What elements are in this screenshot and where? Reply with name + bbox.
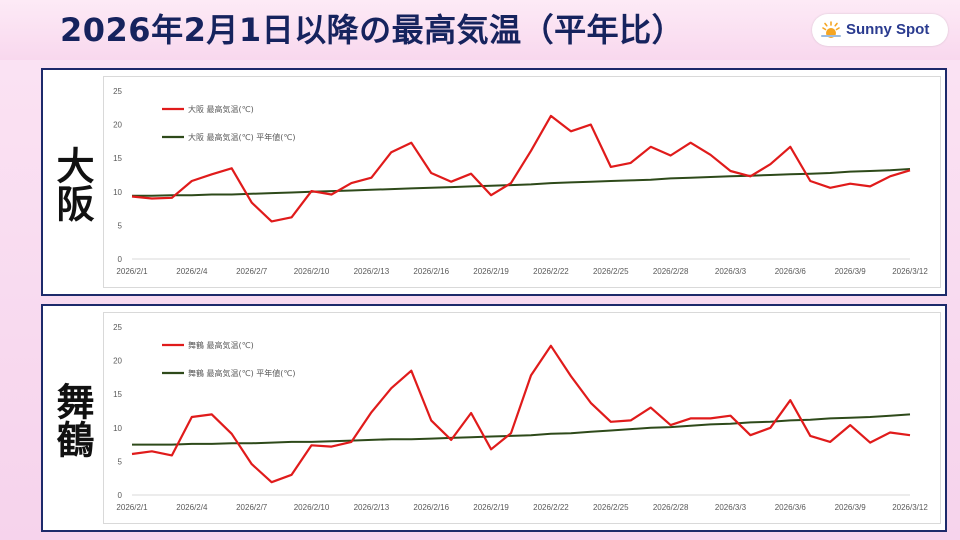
x-tick-label: 2026/2/19 <box>473 503 509 512</box>
y-tick-label: 25 <box>113 87 122 96</box>
x-tick-label: 2026/3/3 <box>715 267 747 276</box>
maizuru-chart-frame: 0 5 10 15 20 25 2026/2/1 2026/2/4 2026/2/7 2026/2… <box>103 312 941 524</box>
y-tick-label: 25 <box>113 323 122 332</box>
x-tick-label: 2026/2/22 <box>533 267 569 276</box>
maizuru-chart: 0 5 10 15 20 25 2026/2/1 2026/2/4 2026/2/7 2026/2… <box>113 323 928 512</box>
sun-icon <box>821 21 841 38</box>
y-tick-label: 10 <box>113 424 122 433</box>
y-tick-label: 15 <box>113 390 122 399</box>
logo-text: Sunny Spot <box>846 21 930 38</box>
x-tick-label: 2026/2/10 <box>294 267 330 276</box>
page-title: 2026年2月1日以降の最高気温（平年比） <box>60 11 685 49</box>
maizuru-panel: 舞鶴 0 5 10 15 20 25 2026/2/1 2026/2/4 2026/2/7 202… <box>41 304 947 532</box>
y-tick-label: 0 <box>118 491 123 500</box>
x-tick-label: 2026/2/1 <box>116 267 148 276</box>
x-tick-label: 2026/2/25 <box>593 267 629 276</box>
y-tick-label: 20 <box>113 121 122 130</box>
x-tick-label: 2026/2/10 <box>294 503 330 512</box>
x-tick-label: 2026/2/4 <box>176 267 208 276</box>
x-tick-label: 2026/2/16 <box>413 503 449 512</box>
city-label-osaka: 大阪 <box>50 146 94 222</box>
x-tick-label: 2026/3/6 <box>775 503 807 512</box>
series-line-normal <box>132 413 911 446</box>
header: 2026年2月1日以降の最高気温（平年比） Sunny Spot <box>0 0 960 60</box>
y-tick-label: 0 <box>118 255 123 264</box>
x-tick-label: 2026/3/12 <box>892 503 928 512</box>
y-tick-label: 15 <box>113 154 122 163</box>
y-tick-label: 5 <box>118 221 123 230</box>
osaka-panel: 大阪 0 5 10 15 20 25 2026/2/1 2026/2/4 2026/2/7 202… <box>41 68 947 296</box>
series-line-normal <box>132 168 911 197</box>
osaka-chart-frame: 0 5 10 15 20 25 2026/2/1 2026/2/4 2026/2/7 2026/2… <box>103 76 941 288</box>
legend-entry: 舞鶴 最高気温(℃) <box>188 340 254 350</box>
x-tick-label: 2026/2/1 <box>116 503 148 512</box>
y-tick-label: 10 <box>113 188 122 197</box>
x-tick-label: 2026/2/28 <box>653 503 689 512</box>
x-tick-label: 2026/2/19 <box>473 267 509 276</box>
x-tick-label: 2026/3/9 <box>835 503 867 512</box>
city-label-maizuru: 舞鶴 <box>50 382 94 458</box>
x-tick-label: 2026/3/3 <box>715 503 747 512</box>
x-tick-label: 2026/3/6 <box>775 267 807 276</box>
y-tick-label: 20 <box>113 357 122 366</box>
legend-entry: 舞鶴 最高気温(℃) 平年値(℃) <box>188 368 296 378</box>
x-tick-label: 2026/2/13 <box>354 503 390 512</box>
x-tick-label: 2026/3/12 <box>892 267 928 276</box>
x-tick-label: 2026/2/7 <box>236 503 268 512</box>
x-tick-label: 2026/2/13 <box>354 267 390 276</box>
osaka-chart: 0 5 10 15 20 25 2026/2/1 2026/2/4 2026/2/7 2026/2… <box>113 87 928 276</box>
legend-entry: 大阪 最高気温(℃) 平年値(℃) <box>188 132 296 142</box>
series-line-actual <box>131 344 911 484</box>
x-tick-label: 2026/3/9 <box>835 267 867 276</box>
series-line-actual <box>131 114 911 223</box>
x-tick-label: 2026/2/4 <box>176 503 208 512</box>
legend-entry: 大阪 最高気温(℃) <box>188 104 254 114</box>
x-tick-label: 2026/2/25 <box>593 503 629 512</box>
x-tick-label: 2026/2/28 <box>653 267 689 276</box>
y-tick-label: 5 <box>118 457 123 466</box>
x-tick-label: 2026/2/22 <box>533 503 569 512</box>
x-tick-label: 2026/2/7 <box>236 267 268 276</box>
sunny-spot-logo: Sunny Spot <box>812 14 948 46</box>
x-tick-label: 2026/2/16 <box>413 267 449 276</box>
